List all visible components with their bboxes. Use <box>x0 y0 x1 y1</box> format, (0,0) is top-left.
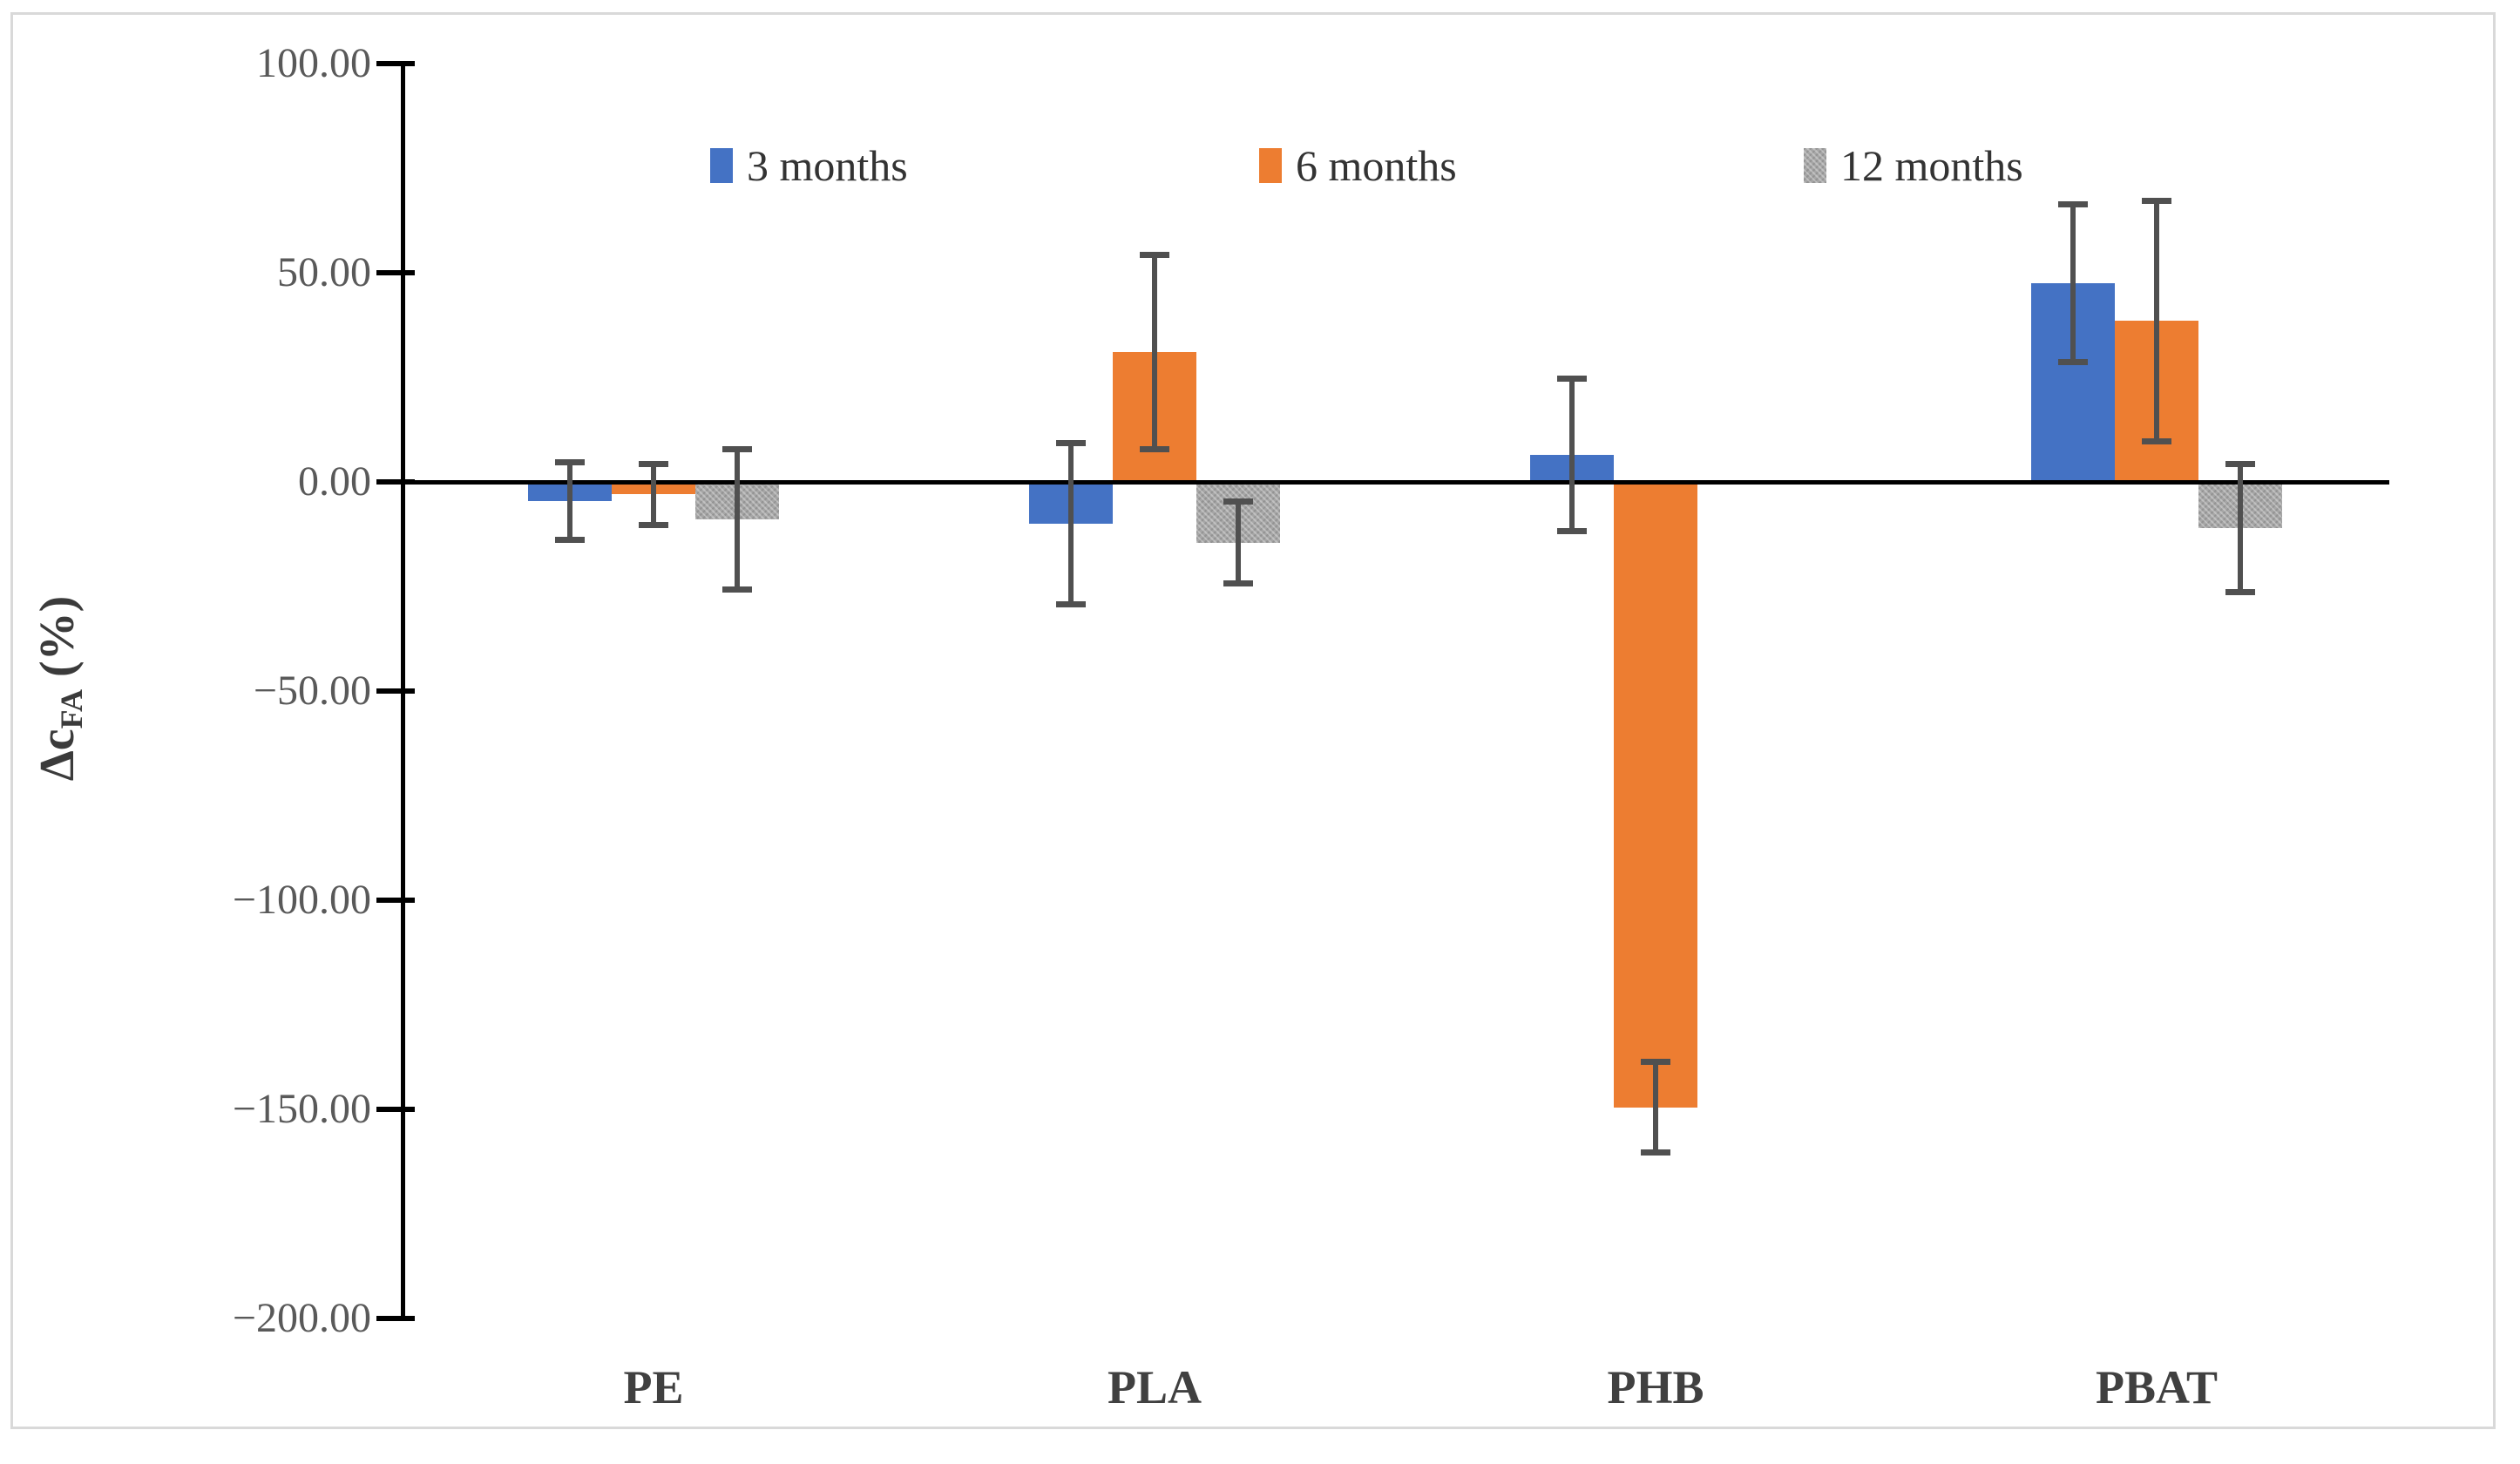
legend-label: 3 months <box>747 141 908 190</box>
category-label-PHB: PHB <box>1607 1361 1704 1413</box>
legend-label: 6 months <box>1296 141 1457 190</box>
error-bar-PHB-6-months-top-cap <box>1641 1059 1670 1066</box>
error-bar-PLA-12-months-bottom-cap <box>1223 580 1253 586</box>
y-axis-tick <box>376 898 415 903</box>
y-tick-label: 50.00 <box>277 249 371 295</box>
legend-item-6-months: 6 months <box>1259 141 1457 190</box>
legend-label: 12 months <box>1840 141 2023 190</box>
y-tick-label: −100.00 <box>232 877 371 923</box>
error-bar-PBAT-12-months-bottom-cap <box>2225 588 2255 595</box>
error-bar-PHB-3-months-top-cap <box>1557 375 1587 382</box>
error-bar-PHB-6-months <box>1653 1059 1658 1156</box>
zero-line <box>401 480 2389 485</box>
error-bar-PLA-6-months-top-cap <box>1140 252 1169 258</box>
error-bar-PBAT-3-months <box>2070 201 2076 365</box>
y-axis-tick <box>376 61 415 66</box>
y-tick-label: −200.00 <box>232 1295 371 1341</box>
y-tick-label: 100.00 <box>256 40 371 86</box>
category-label-PE: PE <box>623 1361 684 1413</box>
legend-item-12-months: 12 months <box>1804 141 2023 190</box>
y-axis-tick <box>376 688 415 694</box>
error-bar-PHB-6-months-bottom-cap <box>1641 1149 1670 1156</box>
category-label-PLA: PLA <box>1108 1361 1202 1413</box>
error-bar-PE-6-months-bottom-cap <box>639 521 668 528</box>
error-bar-PE-3-months-bottom-cap <box>555 536 585 543</box>
error-bar-PBAT-12-months <box>2238 461 2243 595</box>
chart-border <box>10 12 2496 1429</box>
error-bar-PE-6-months-top-cap <box>639 461 668 467</box>
error-bar-PBAT-12-months-top-cap <box>2225 461 2255 467</box>
y-tick-label: −50.00 <box>253 668 371 714</box>
error-bar-PLA-3-months-bottom-cap <box>1056 601 1086 607</box>
error-bar-PE-12-months-top-cap <box>722 446 752 453</box>
bar-PHB-6-months <box>1614 482 1697 1108</box>
error-bar-PBAT-6-months-bottom-cap <box>2142 437 2171 444</box>
error-bar-PHB-3-months-bottom-cap <box>1557 528 1587 534</box>
error-bar-PLA-6-months <box>1152 252 1157 453</box>
legend-swatch-3-months <box>710 148 733 183</box>
error-bar-PE-3-months <box>567 458 572 543</box>
error-bar-PE-3-months-top-cap <box>555 458 585 465</box>
error-bar-PE-6-months <box>651 461 656 528</box>
error-bar-PLA-3-months-top-cap <box>1056 440 1086 446</box>
error-bar-PLA-6-months-bottom-cap <box>1140 446 1169 453</box>
y-axis-tick <box>376 1316 415 1321</box>
error-bar-PBAT-3-months-top-cap <box>2058 201 2088 208</box>
legend-item-3-months: 3 months <box>710 141 908 190</box>
error-bar-PLA-12-months-top-cap <box>1223 498 1253 505</box>
legend-swatch-6-months <box>1259 148 1282 183</box>
error-bar-PBAT-6-months <box>2154 197 2159 444</box>
y-axis-title-prefix: Δc <box>30 729 85 782</box>
y-tick-label: −150.00 <box>232 1086 371 1132</box>
legend-swatch-12-months <box>1804 148 1826 183</box>
y-axis-tick <box>376 1107 415 1112</box>
error-bar-PHB-3-months <box>1569 375 1575 534</box>
y-axis-tick <box>376 270 415 275</box>
y-axis-tick <box>376 479 415 485</box>
category-label-PBAT: PBAT <box>2095 1361 2218 1413</box>
error-bar-PE-12-months <box>735 446 740 593</box>
error-bar-PBAT-6-months-top-cap <box>2142 197 2171 204</box>
error-bar-PE-12-months-bottom-cap <box>722 586 752 593</box>
error-bar-PLA-3-months <box>1068 440 1074 607</box>
y-tick-label: 0.00 <box>298 458 371 505</box>
error-bar-PBAT-3-months-bottom-cap <box>2058 358 2088 365</box>
error-bar-PLA-12-months <box>1236 498 1241 586</box>
